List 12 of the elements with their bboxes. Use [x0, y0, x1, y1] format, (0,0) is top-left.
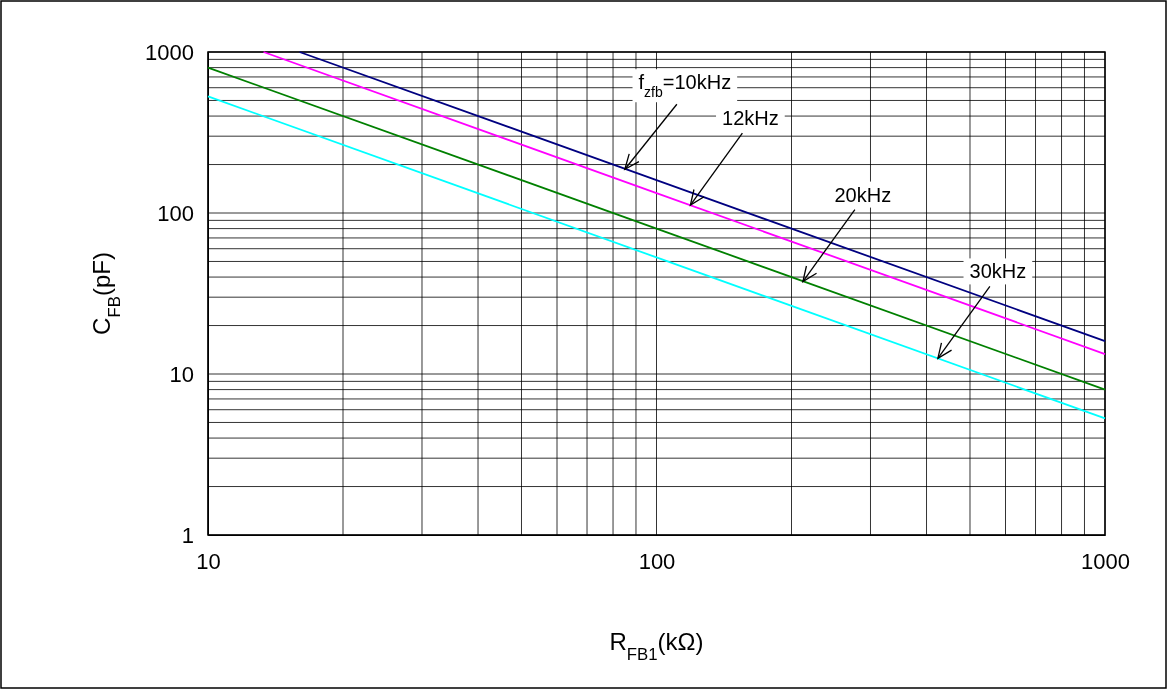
y-tick-label: 1000: [145, 39, 194, 65]
annotation: f$_{zfb}$=10kHz: [638, 71, 732, 101]
annotation: 12kHz: [722, 107, 779, 130]
annotation: 30kHz: [969, 260, 1027, 283]
x-tick-label: 1000: [1081, 548, 1130, 574]
x-tick-label: 10: [196, 548, 221, 574]
x-tick-label: 100: [638, 548, 676, 574]
y-tick-label: 100: [157, 200, 194, 226]
y-tick-label: 1: [181, 522, 194, 548]
y-tick-label: 10: [169, 361, 194, 387]
annotation: 20kHz: [834, 183, 892, 206]
x-axis-title: R$_{FB1}$(kΩ): [609, 628, 704, 664]
